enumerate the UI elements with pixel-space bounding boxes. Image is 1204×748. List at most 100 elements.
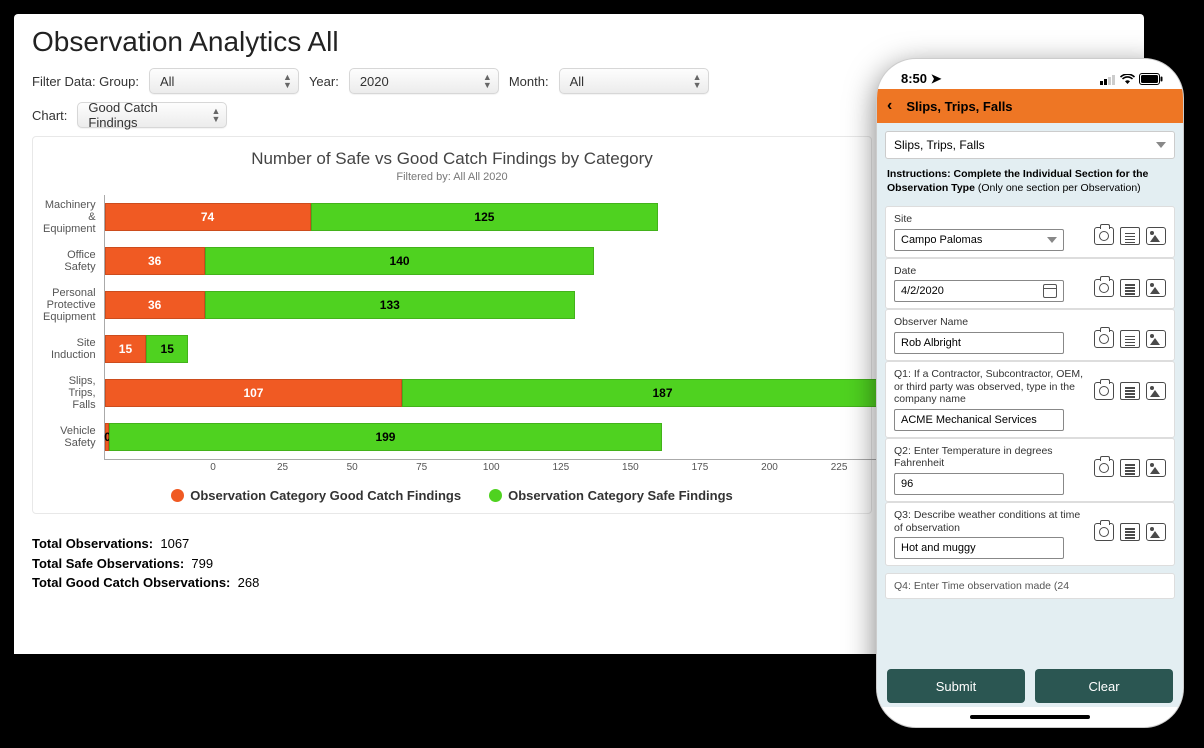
chart-row: 1515 [105, 327, 923, 371]
chart-row: 107187 [105, 371, 923, 415]
field-input[interactable]: ACME Mechanical Services [894, 409, 1064, 431]
year-select-value: 2020 [360, 74, 389, 89]
doc-icon[interactable] [1120, 523, 1140, 541]
camera-icon[interactable] [1094, 459, 1114, 477]
bar-safe[interactable]: 133 [205, 291, 575, 319]
field-value: ACME Mechanical Services [901, 414, 1037, 426]
header-title: Slips, Trips, Falls [906, 99, 1012, 114]
page-title: Observation Analytics All [32, 26, 1126, 58]
bar-good-catch[interactable]: 107 [105, 379, 403, 407]
field-action-icons [1094, 509, 1166, 541]
form-field-card: Q3: Describe weather conditions at time … [885, 502, 1175, 566]
camera-icon[interactable] [1094, 279, 1114, 297]
img-icon[interactable] [1146, 279, 1166, 297]
field-input[interactable]: 96 [894, 473, 1064, 495]
camera-icon[interactable] [1094, 227, 1114, 245]
y-axis-label: Machinery & Equipment [43, 195, 104, 239]
back-button[interactable]: ‹ [887, 97, 892, 115]
submit-button[interactable]: Submit [887, 669, 1025, 703]
field-date[interactable]: 4/2/2020 [894, 280, 1064, 302]
x-axis-tick: 225 [831, 462, 848, 473]
form-field-card: Q1: If a Contractor, Subcontractor, OEM,… [885, 361, 1175, 438]
legend-swatch-good-catch [171, 489, 184, 502]
legend-good-catch: Observation Category Good Catch Findings [171, 488, 461, 503]
bar-safe[interactable]: 15 [146, 335, 188, 363]
y-axis-label: Site Induction [43, 327, 104, 371]
x-axis-tick: 50 [347, 462, 358, 473]
x-axis-tick: 125 [552, 462, 569, 473]
month-select-value: All [570, 74, 584, 89]
field-value: 96 [901, 478, 913, 490]
y-axis-label: Office Safety [43, 239, 104, 283]
cutoff-field: Q4: Enter Time observation made (24 [885, 573, 1175, 599]
y-axis-labels: Machinery & EquipmentOffice SafetyPerson… [43, 195, 104, 460]
x-axis-tick: 100 [483, 462, 500, 473]
field-label: Q3: Describe weather conditions at time … [894, 509, 1086, 534]
field-label: Observer Name [894, 316, 1086, 329]
year-select[interactable]: 2020 ▲▼ [349, 68, 499, 94]
chevron-down-icon [1156, 142, 1166, 148]
doc-icon[interactable] [1120, 279, 1140, 297]
field-value: 4/2/2020 [901, 285, 944, 297]
camera-icon[interactable] [1094, 382, 1114, 400]
chart-body: Machinery & EquipmentOffice SafetyPerson… [43, 195, 861, 460]
caret-icon: ▲▼ [693, 73, 702, 89]
phone-status-bar: 8:50 ➤ [877, 59, 1183, 89]
x-axis-tick: 0 [210, 462, 216, 473]
chart-label: Chart: [32, 108, 67, 123]
chart-select[interactable]: Good Catch Findings ▲▼ [77, 102, 227, 128]
clear-button[interactable]: Clear [1035, 669, 1173, 703]
y-axis-label: Personal Protective Equipment [43, 283, 104, 327]
field-input[interactable]: Hot and muggy [894, 537, 1064, 559]
x-axis-tick: 200 [761, 462, 778, 473]
legend-label-good-catch: Observation Category Good Catch Findings [190, 488, 461, 503]
field-action-icons [1094, 213, 1166, 245]
img-icon[interactable] [1146, 523, 1166, 541]
app-header: ‹ Slips, Trips, Falls [877, 89, 1183, 123]
type-select-value: Slips, Trips, Falls [894, 138, 985, 152]
doc-icon[interactable] [1120, 459, 1140, 477]
img-icon[interactable] [1146, 382, 1166, 400]
img-icon[interactable] [1146, 330, 1166, 348]
chart-row: 36140 [105, 239, 923, 283]
bar-safe[interactable]: 140 [205, 247, 595, 275]
chart-plot: 74125361403613315151071870199 [104, 195, 923, 460]
field-value: Campo Palomas [901, 234, 982, 246]
field-label: Q2: Enter Temperature in degrees Fahrenh… [894, 445, 1086, 470]
phone-mockup: 8:50 ➤ ‹ Slips, Trips, Falls Slips, Trip… [876, 58, 1184, 728]
field-value: Rob Albright [901, 337, 961, 349]
bar-safe[interactable]: 199 [109, 423, 663, 451]
legend-safe: Observation Category Safe Findings [489, 488, 733, 503]
status-icons [1100, 73, 1163, 85]
y-axis-label: Slips, Trips, Falls [43, 371, 104, 415]
img-icon[interactable] [1146, 459, 1166, 477]
form-field-card: Q2: Enter Temperature in degrees Fahrenh… [885, 438, 1175, 502]
chart-legend: Observation Category Good Catch Findings… [43, 488, 861, 503]
x-axis-tick: 25 [277, 462, 288, 473]
bar-good-catch[interactable]: 74 [105, 203, 311, 231]
img-icon[interactable] [1146, 227, 1166, 245]
group-select[interactable]: All ▲▼ [149, 68, 299, 94]
bar-good-catch[interactable]: 36 [105, 247, 205, 275]
signal-icon [1100, 74, 1116, 85]
field-select[interactable]: Campo Palomas [894, 229, 1064, 251]
doc-icon[interactable] [1120, 382, 1140, 400]
observation-type-select[interactable]: Slips, Trips, Falls [885, 131, 1175, 159]
instructions-text: Instructions: Complete the Individual Se… [885, 166, 1175, 199]
bar-safe[interactable]: 187 [402, 379, 922, 407]
month-select[interactable]: All ▲▼ [559, 68, 709, 94]
camera-icon[interactable] [1094, 523, 1114, 541]
camera-icon[interactable] [1094, 330, 1114, 348]
field-input[interactable]: Rob Albright [894, 332, 1064, 354]
doc-icon[interactable] [1120, 227, 1140, 245]
x-axis: 0255075100125150175200225 [213, 460, 861, 478]
chart-row: 36133 [105, 283, 923, 327]
field-action-icons [1094, 265, 1166, 297]
legend-swatch-safe [489, 489, 502, 502]
home-indicator [877, 707, 1183, 727]
bar-good-catch[interactable]: 15 [105, 335, 147, 363]
chart-card: Number of Safe vs Good Catch Findings by… [32, 136, 872, 514]
doc-icon[interactable] [1120, 330, 1140, 348]
bar-good-catch[interactable]: 36 [105, 291, 205, 319]
bar-safe[interactable]: 125 [311, 203, 659, 231]
